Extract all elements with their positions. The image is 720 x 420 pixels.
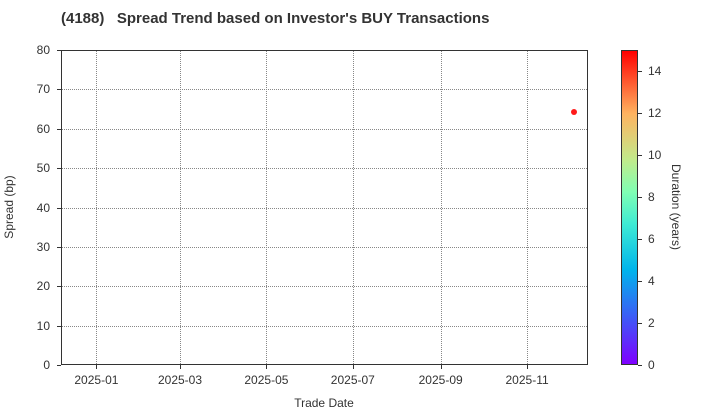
colorbar-tick-label: 4 — [648, 274, 655, 288]
colorbar-tick-label: 6 — [648, 232, 655, 246]
chart-title: (4188) Spread Trend based on Investor's … — [61, 10, 490, 27]
colorbar-tick-mark — [638, 281, 642, 282]
gridline-vertical — [440, 51, 442, 364]
y-tick-label: 80 — [36, 43, 50, 57]
x-tick-label: 2025-07 — [330, 373, 375, 387]
y-tick-label: 40 — [36, 200, 50, 215]
y-tick-mark — [57, 325, 61, 327]
x-tick-mark — [352, 365, 354, 369]
y-tick-mark — [57, 168, 61, 170]
y-tick-label: 20 — [36, 279, 50, 294]
gridline-horizontal — [62, 128, 587, 130]
x-tick-label: 2025-03 — [157, 373, 203, 387]
colorbar-label: Duration (years) — [669, 163, 683, 251]
x-tick-mark — [180, 365, 181, 369]
gridline-horizontal — [62, 89, 587, 91]
y-tick-label: 10 — [36, 318, 50, 333]
colorbar-tick-mark — [638, 113, 642, 114]
gridline-vertical — [180, 51, 181, 364]
x-tick-label: 2025-11 — [505, 373, 549, 387]
y-tick-mark — [57, 365, 61, 366]
colorbar-tick-mark — [638, 323, 642, 324]
x-axis-label: Trade Date — [294, 396, 354, 410]
colorbar-tick-mark — [638, 155, 642, 156]
colorbar-tick-label: 10 — [648, 148, 662, 162]
colorbar-tick-mark — [638, 239, 642, 240]
gridline-horizontal — [62, 168, 587, 170]
colorbar-tick-mark — [638, 71, 642, 72]
x-tick-label: 2025-05 — [244, 373, 289, 387]
y-tick-label: 50 — [36, 161, 50, 176]
y-axis-label: Spread (bp) — [2, 175, 16, 239]
y-tick-mark — [57, 89, 61, 91]
colorbar-tick-label: 8 — [648, 190, 655, 204]
colorbar-tick-mark — [638, 197, 642, 198]
gridline-vertical — [266, 51, 268, 364]
data-point — [570, 109, 577, 116]
gridline-vertical — [527, 51, 529, 364]
plot-area — [61, 50, 588, 365]
gridline-horizontal — [62, 286, 587, 288]
y-tick-label: 0 — [43, 358, 50, 372]
colorbar — [621, 50, 638, 365]
x-tick-label: 2025-01 — [74, 373, 119, 387]
gridline-vertical — [352, 51, 354, 364]
gridline-vertical — [96, 51, 98, 364]
x-tick-mark — [266, 365, 268, 369]
y-tick-mark — [57, 246, 61, 248]
y-tick-label: 60 — [36, 121, 50, 136]
y-tick-mark — [57, 286, 61, 288]
y-tick-mark — [57, 128, 61, 130]
x-tick-label: 2025-09 — [418, 373, 463, 387]
y-tick-label: 30 — [36, 239, 50, 254]
gridline-horizontal — [62, 246, 587, 248]
y-tick-label: 70 — [36, 82, 50, 97]
colorbar-tick-label: 2 — [648, 316, 655, 330]
colorbar-tick-label: 0 — [648, 358, 655, 372]
x-tick-mark — [527, 365, 529, 369]
x-tick-mark — [440, 365, 442, 369]
y-tick-mark — [57, 50, 61, 51]
gridline-horizontal — [62, 325, 587, 327]
colorbar-tick-label: 14 — [648, 64, 662, 78]
y-tick-mark — [57, 207, 61, 209]
colorbar-tick-mark — [638, 365, 642, 366]
x-tick-mark — [96, 365, 98, 369]
gridline-horizontal — [62, 207, 587, 209]
colorbar-tick-label: 12 — [648, 106, 662, 120]
